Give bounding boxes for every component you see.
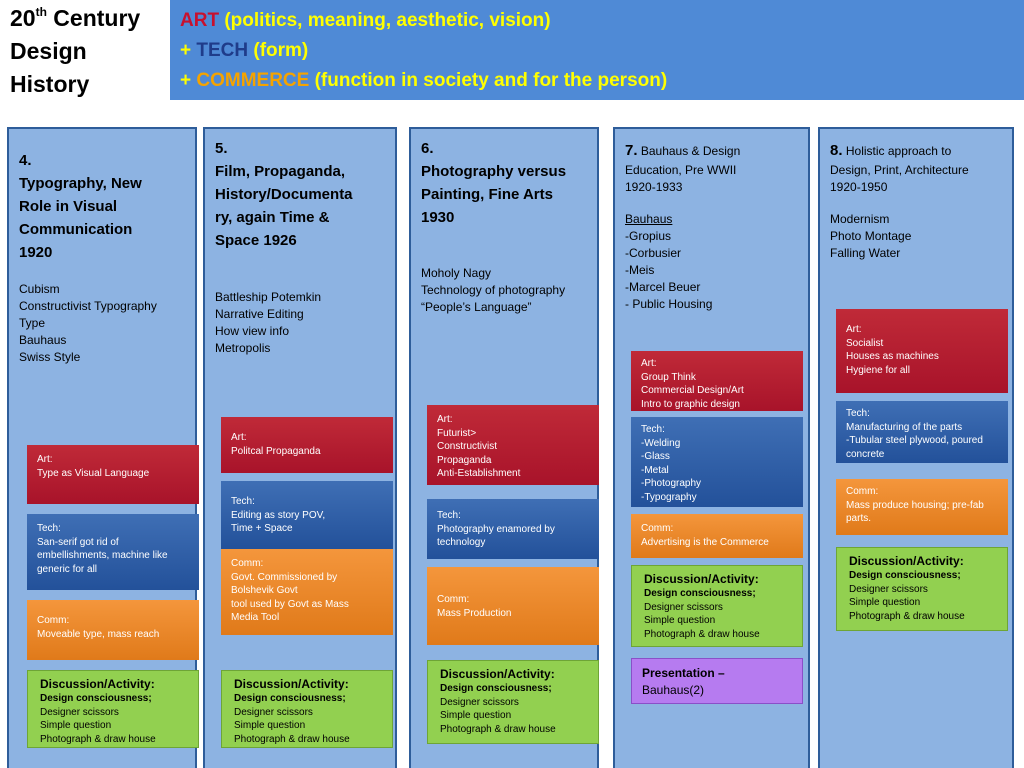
- comm-box: Comm: Mass produce housing; pre-fab part…: [836, 479, 1008, 535]
- comm-box: Comm: Govt. Commissioned by Bolshevik Go…: [221, 549, 393, 635]
- topic-list: Modernism Photo Montage Falling Water: [830, 212, 912, 260]
- column-bauhaus: 7. Bauhaus & Design Education, Pre WWII …: [613, 127, 810, 768]
- topic-list: Bauhaus -Gropius -Corbusier -Meis -Marce…: [625, 212, 713, 311]
- tech-box: Tech: -Welding -Glass -Metal -Photograph…: [631, 417, 803, 507]
- art-box: Art: Politcal Propaganda: [221, 417, 393, 473]
- discussion-box: Discussion/Activity: Design consciousnes…: [221, 670, 393, 748]
- art-box: Art: Group Think Commercial Design/Art I…: [631, 351, 803, 411]
- header-line-commerce: + COMMERCE (function in society and for …: [180, 70, 668, 91]
- column-title: 5. Film, Propaganda, History/Documenta r…: [215, 140, 353, 249]
- tech-box: Tech: Manufacturing of the parts -Tubula…: [836, 401, 1008, 463]
- art-box: Art: Type as Visual Language: [27, 445, 199, 504]
- presentation-box: Presentation – Bauhaus(2): [631, 658, 803, 704]
- header-line-art: ART (politics, meaning, aesthetic, visio…: [180, 10, 551, 31]
- header-line-tech: + TECH (form): [180, 40, 309, 61]
- column-film-propaganda: 5. Film, Propaganda, History/Documenta r…: [203, 127, 397, 768]
- column-title: 4. Typography, New Role in Visual Commun…: [19, 152, 142, 261]
- column-photography: 6. Photography versus Painting, Fine Art…: [409, 127, 599, 768]
- art-box: Art: Socialist Houses as machines Hygien…: [836, 309, 1008, 393]
- topic-list: Battleship Potemkin Narrative Editing Ho…: [215, 290, 322, 355]
- discussion-box: Discussion/Activity: Design consciousnes…: [27, 670, 199, 748]
- column-title: 8. Holistic approach to Design, Print, A…: [830, 142, 969, 194]
- discussion-box: Discussion/Activity: Design consciousnes…: [836, 547, 1008, 631]
- topic-list: Cubism Constructivist Typography Type Ba…: [19, 282, 157, 364]
- column-title: 6. Photography versus Painting, Fine Art…: [421, 140, 567, 226]
- tech-box: Tech: Editing as story POV, Time + Space: [221, 481, 393, 549]
- tech-box: Tech: San-serif got rid of embellishment…: [27, 514, 199, 590]
- comm-box: Comm: Advertising is the Commerce: [631, 514, 803, 558]
- art-box: Art: Futurist> Constructivist Propaganda…: [427, 405, 599, 485]
- column-holistic: 8. Holistic approach to Design, Print, A…: [818, 127, 1014, 768]
- discussion-box: Discussion/Activity: Design consciousnes…: [631, 565, 803, 647]
- tech-box: Tech: Photography enamored by technology: [427, 499, 599, 559]
- discussion-box: Discussion/Activity: Design consciousnes…: [427, 660, 599, 744]
- comm-box: Comm: Mass Production: [427, 567, 599, 645]
- column-title: 7. Bauhaus & Design Education, Pre WWII …: [625, 142, 741, 194]
- header-banner: ART (politics, meaning, aesthetic, visio…: [170, 0, 1024, 100]
- comm-box: Comm: Moveable type, mass reach: [27, 600, 199, 660]
- slide-title: 20th Century Design History: [10, 5, 141, 97]
- column-typography: 4. Typography, New Role in Visual Commun…: [7, 127, 199, 768]
- topic-list: Moholy Nagy Technology of photography “P…: [421, 266, 566, 314]
